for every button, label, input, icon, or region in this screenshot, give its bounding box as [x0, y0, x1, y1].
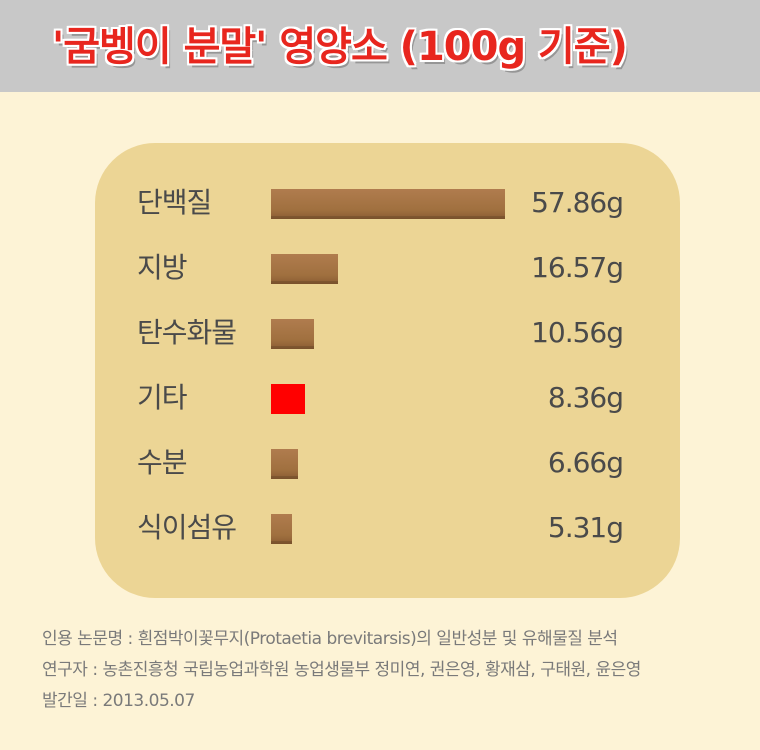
bar	[271, 254, 338, 284]
value-label: 57.86g	[531, 186, 624, 219]
bar	[271, 384, 305, 414]
bar	[271, 189, 505, 219]
bar	[271, 514, 292, 544]
value-label: 10.56g	[531, 316, 624, 349]
footer-researchers: 연구자 : 농촌진흥청 국립농업과학원 농업생물부 정미연, 권은영, 황재삼,…	[42, 660, 641, 680]
chart-row: 탄수화물 10.56g	[95, 313, 680, 353]
category-label: 탄수화물	[137, 316, 237, 349]
footer-paper: 인용 논문명 : 흰점박이꽃무지(Protaetia brevitarsis)의…	[42, 629, 618, 649]
footer-date: 발간일 : 2013.05.07	[42, 691, 195, 711]
bar	[271, 449, 298, 479]
category-label: 단백질	[137, 186, 212, 219]
chart-row: 식이섬유 5.31g	[95, 508, 680, 548]
value-label: 5.31g	[547, 511, 624, 544]
header-band: '굼벵이 분말' 영양소 (100g 기준)	[0, 0, 760, 92]
category-label: 기타	[137, 381, 188, 414]
bar	[271, 319, 314, 349]
category-label: 식이섬유	[137, 511, 237, 544]
value-label: 16.57g	[531, 251, 624, 284]
chart-row: 수분 6.66g	[95, 443, 680, 483]
category-label: 지방	[137, 251, 188, 284]
chart-row: 지방 16.57g	[95, 248, 680, 288]
value-label: 6.66g	[547, 446, 624, 479]
page-title: '굼벵이 분말' 영양소 (100g 기준)	[52, 24, 628, 70]
value-label: 8.36g	[547, 381, 624, 414]
chart-card: 단백질 57.86g 지방 16.57g 탄수화물 10.56g 기타 8.36g 수분 6.66…	[95, 143, 680, 598]
source-footer: 인용 논문명 : 흰점박이꽃무지(Protaetia brevitarsis)의…	[42, 624, 641, 717]
category-label: 수분	[137, 446, 188, 479]
chart-row: 기타 8.36g	[95, 378, 680, 418]
chart-row: 단백질 57.86g	[95, 183, 680, 223]
